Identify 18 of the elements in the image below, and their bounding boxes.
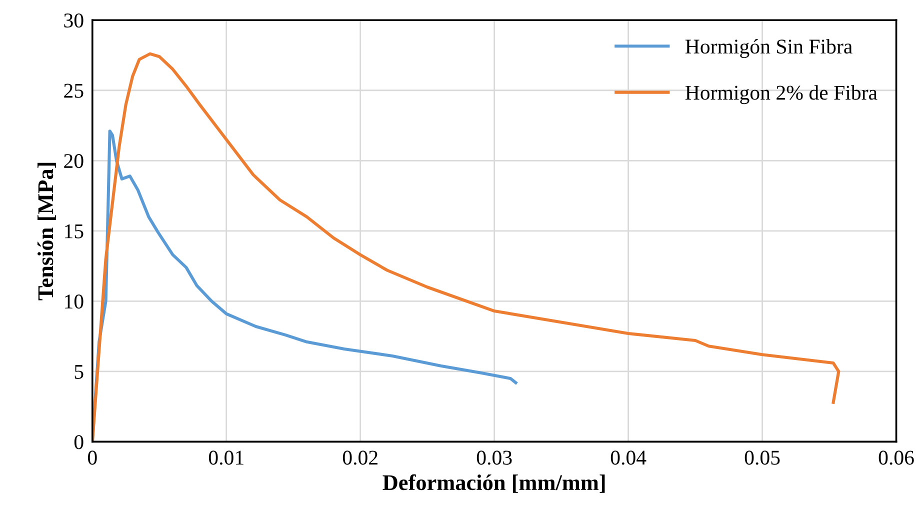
x-tick-label: 0.04 [610, 450, 646, 465]
y-axis-title: Tensión [MPa] [38, 162, 56, 300]
y-tick-label: 15 [65, 224, 84, 238]
legend-label: Hormigón Sin Fibra [685, 38, 852, 58]
x-tick-label: 0.02 [342, 450, 378, 465]
y-tick-label: 0 [74, 435, 84, 450]
x-tick-label: 0.01 [208, 450, 244, 465]
legend-label: Hormigon 2% de Fibra [685, 85, 878, 104]
y-tick-label: 5 [74, 365, 84, 379]
x-tick-label: 0.05 [744, 450, 780, 465]
y-tick-label: 30 [64, 13, 84, 28]
y-tick-label: 20 [64, 154, 84, 168]
y-tick-label: 10 [65, 294, 84, 309]
x-tick-label: 0.03 [476, 450, 512, 465]
x-tick-label: 0 [88, 450, 97, 465]
y-tick-label: 25 [64, 84, 84, 98]
x-axis-title: Deformación [mm/mm] [382, 474, 605, 493]
x-tick-label: 0.06 [878, 450, 914, 465]
